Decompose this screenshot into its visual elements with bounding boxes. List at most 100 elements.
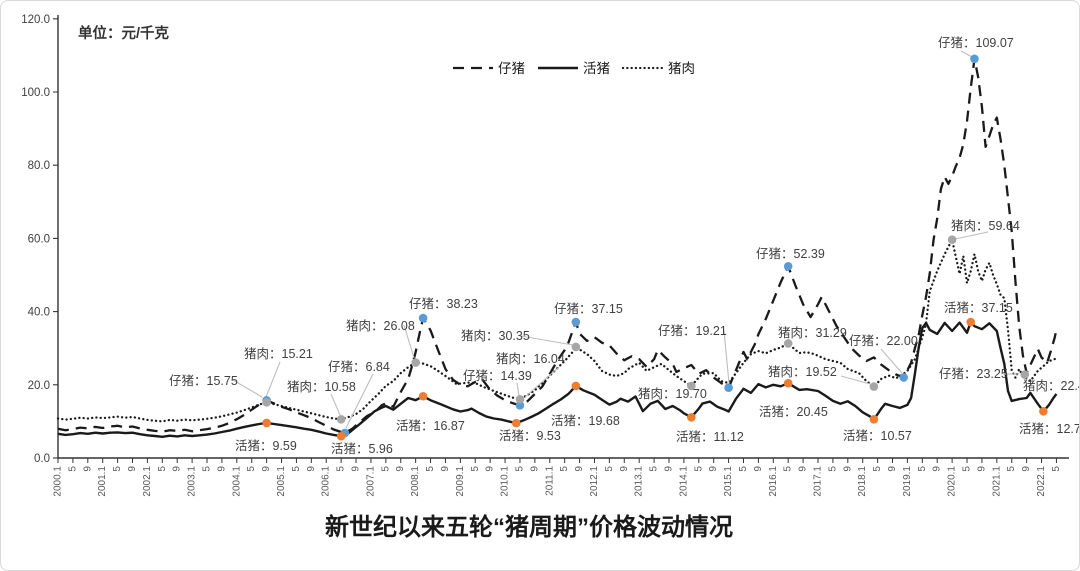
annotation-dot-zizhu <box>783 261 793 271</box>
annotation-dot-huozhu <box>687 413 696 422</box>
x-tick-label: 9 <box>351 466 362 472</box>
annotation-label: 猪肉：26.08 <box>346 319 415 333</box>
x-tick-label: 9 <box>485 466 496 472</box>
x-tick-label: 5 <box>604 466 615 472</box>
x-tick-label: 5 <box>872 466 883 472</box>
legend-label: 仔猪 <box>498 61 525 76</box>
legend-item-zhurou: 猪肉 <box>621 61 695 76</box>
x-tick-label: 2003.1 <box>187 466 198 497</box>
annotation-label: 仔猪：109.07 <box>938 36 1014 50</box>
y-axis-ticks: 120.0 100.0 80.0 60.0 40.0 20.0 0.0 <box>21 14 58 465</box>
annotation-dot-zizhu <box>899 373 908 382</box>
x-tick-label: 5 <box>291 466 302 472</box>
annotation-dot-zhurou <box>1020 370 1030 379</box>
y-tick-label: 40.0 <box>28 307 50 319</box>
x-axis-ticks: 2000.1 5 9 2001.1 5 9 2002.1 5 9 2003.1 5 9 2004.1 5 9… <box>53 458 1062 497</box>
x-tick-label: 2009.1 <box>455 466 466 497</box>
annotation-dot-huozhu <box>418 391 428 401</box>
x-tick-label: 9 <box>529 466 540 472</box>
x-tick-label: 2019.1 <box>902 466 913 497</box>
x-tick-label: 2022.1 <box>1036 466 1047 497</box>
annotation-label: 仔猪：23.25 <box>939 367 1008 381</box>
annotation-dot-zizhu <box>724 383 733 392</box>
annotation-label: 活猪：19.68 <box>551 414 620 428</box>
annotation-label: 仔猪：52.39 <box>756 247 825 261</box>
x-tick-label: 9 <box>172 466 183 472</box>
annotation-dot-zizhu <box>515 401 525 410</box>
annotation-connector <box>403 324 415 359</box>
legend: 仔猪 活猪 猪肉 <box>453 61 695 76</box>
annotation-connector <box>840 375 871 385</box>
annotation-dot-zhurou <box>515 394 525 404</box>
x-tick-label: 2002.1 <box>142 466 153 497</box>
x-tick-label: 9 <box>932 466 943 472</box>
x-tick-label: 5 <box>514 466 525 472</box>
x-tick-label: 2007.1 <box>365 466 376 497</box>
y-tick-label: 0.0 <box>34 453 50 465</box>
legend-item-huozhu: 活猪 <box>538 61 610 76</box>
x-tick-label: 9 <box>216 466 227 472</box>
x-tick-label: 5 <box>827 466 838 472</box>
annotation-label: 猪肉：19.70 <box>638 387 707 401</box>
annotation-label: 仔猪：19.21 <box>658 324 727 338</box>
annotation-dot-huozhu <box>869 415 879 424</box>
series-line-huozhu <box>57 320 1058 438</box>
y-tick-label: 80.0 <box>28 160 50 172</box>
annotation-dot-huozhu <box>262 418 271 428</box>
annotation-dot-huozhu <box>966 317 976 327</box>
x-tick-label: 2021.1 <box>991 466 1002 497</box>
x-tick-label: 5 <box>693 466 704 472</box>
annotation-dot-zizhu <box>418 313 428 323</box>
x-tick-label: 9 <box>708 466 719 472</box>
annotation-dot-huozhu <box>511 418 521 428</box>
x-tick-label: 2014.1 <box>678 466 689 497</box>
x-tick-label: 9 <box>127 466 138 472</box>
x-tick-label: 5 <box>1006 466 1017 472</box>
annotation-dot-zizhu <box>970 54 979 64</box>
annotation-label: 活猪：10.57 <box>843 429 912 443</box>
x-tick-label: 2020.1 <box>947 466 958 497</box>
annotation-label: 猪肉：10.58 <box>287 380 356 394</box>
x-tick-label: 9 <box>976 466 987 472</box>
annotation-label: 仔猪：38.23 <box>409 297 478 311</box>
x-tick-label: 2001.1 <box>97 466 108 497</box>
x-tick-label: 5 <box>202 466 213 472</box>
annotation-connector <box>345 373 374 429</box>
x-tick-label: 9 <box>842 466 853 472</box>
x-tick-label: 5 <box>157 466 168 472</box>
x-tick-label: 9 <box>798 466 809 472</box>
y-tick-label: 100.0 <box>21 87 50 99</box>
x-tick-label: 2006.1 <box>321 466 332 497</box>
x-tick-label: 5 <box>1051 466 1062 472</box>
series-line-zizhu <box>57 57 1058 435</box>
annotation-label: 活猪：12.76 <box>1019 422 1079 436</box>
x-tick-label: 2016.1 <box>768 466 779 497</box>
annotation-dot-zhurou <box>869 382 879 391</box>
x-tick-label: 5 <box>380 466 391 472</box>
annotation-dot-zhurou <box>571 342 581 352</box>
x-tick-label: 9 <box>1021 466 1032 472</box>
x-tick-label: 9 <box>887 466 898 472</box>
x-tick-label: 5 <box>917 466 928 472</box>
y-tick-label: 60.0 <box>28 233 50 245</box>
x-tick-label: 5 <box>336 466 347 472</box>
legend-label: 活猪 <box>583 61 610 76</box>
annotation-connectors <box>232 50 1019 429</box>
annotation-label: 猪肉：22.40 <box>1023 379 1079 393</box>
x-tick-label: 2012.1 <box>589 466 600 497</box>
chart-title: 新世纪以来五轮“猪周期”价格波动情况 <box>325 513 733 541</box>
x-tick-label: 5 <box>112 466 123 472</box>
annotation-connector <box>723 330 730 384</box>
x-tick-label: 2013.1 <box>634 466 645 497</box>
x-tick-label: 5 <box>783 466 794 472</box>
annotation-dot-huozhu <box>783 378 793 388</box>
annotation-label: 活猪：20.45 <box>759 405 828 419</box>
annotation-connector <box>265 361 281 398</box>
annotation-connector <box>330 393 341 416</box>
annotation-label: 猪肉：15.21 <box>244 347 313 361</box>
annotation-dot-zhurou <box>411 358 420 367</box>
x-tick-label: 5 <box>67 466 78 472</box>
annotation-label: 活猪：37.15 <box>944 301 1013 315</box>
x-tick-label: 5 <box>425 466 436 472</box>
series-line-zhurou <box>56 238 1058 423</box>
